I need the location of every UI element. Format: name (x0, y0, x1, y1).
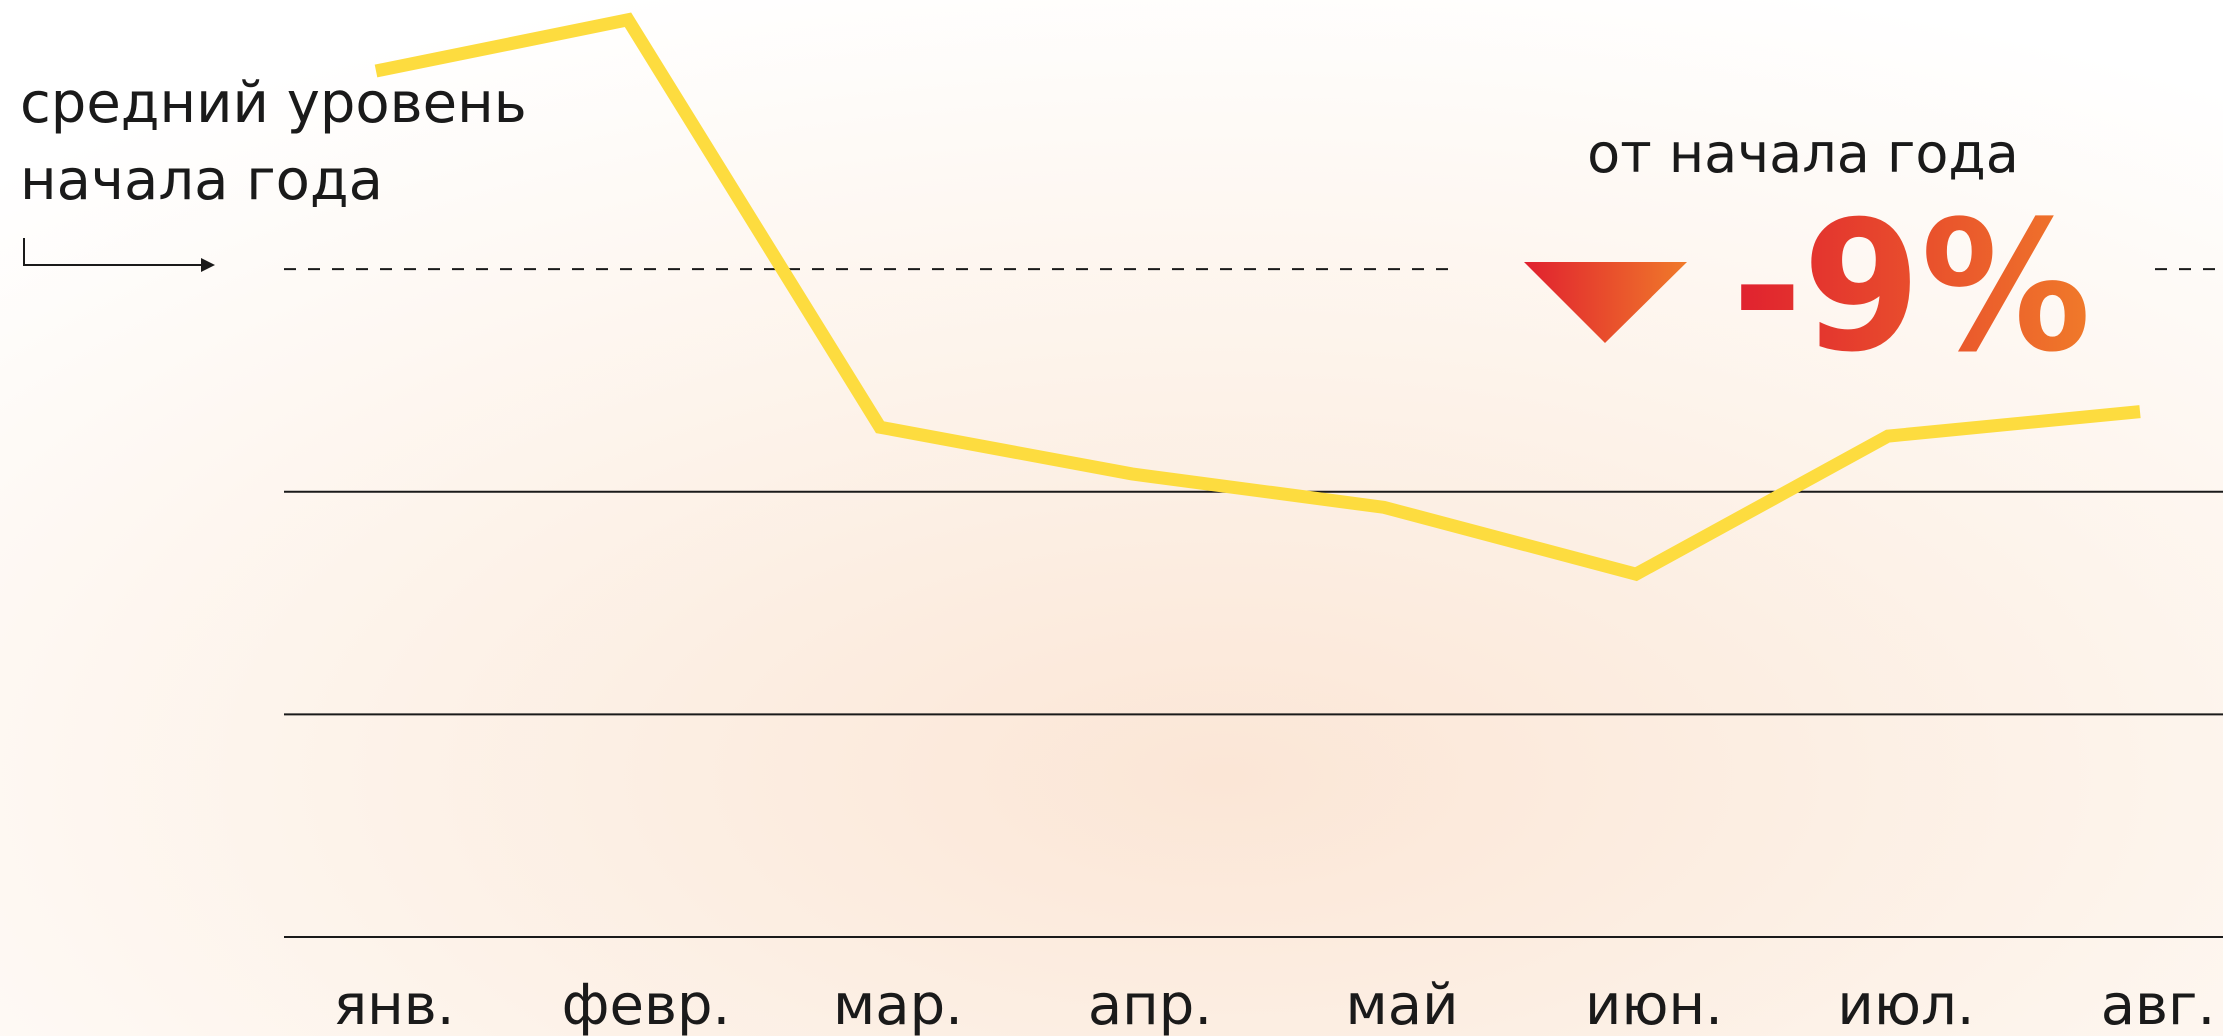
x-tick-label: февр. (562, 973, 731, 1036)
chart: средний уровень начала года от начала го… (0, 0, 2223, 1036)
x-tick-label: апр. (1088, 973, 1212, 1036)
x-tick-label: июн. (1585, 973, 1723, 1036)
x-tick-label: июл. (1837, 973, 1974, 1036)
change-value: -9% (1732, 183, 2091, 392)
annotation-line: начала года (20, 148, 383, 213)
x-tick-label: мар. (833, 973, 963, 1036)
change-caption: от начала года (1587, 122, 2019, 185)
x-tick-label: янв. (333, 973, 454, 1036)
page: средний уровень начала года от начала го… (0, 0, 2223, 1036)
x-tick-label: май (1346, 973, 1459, 1036)
x-tick-label: авг. (2101, 973, 2216, 1036)
annotation-line: средний уровень (20, 71, 527, 136)
